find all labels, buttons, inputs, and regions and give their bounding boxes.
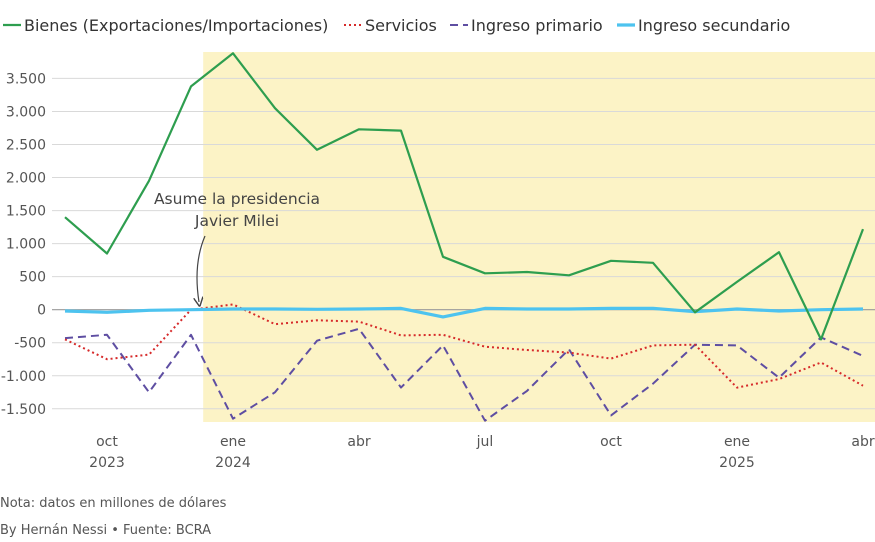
annotation-arrow (197, 235, 206, 302)
y-tick-label: 3.500 (6, 71, 46, 87)
y-tick-label: -1.000 (1, 369, 46, 385)
series-line-bienes (64, 52, 865, 341)
y-tick-label: 2.500 (6, 138, 46, 154)
legend-label: Ingreso secundario (638, 16, 790, 35)
annotation-line: Javier Milei (194, 212, 279, 230)
x-tick-label: jul (476, 434, 494, 450)
legend-label: Bienes (Exportaciones/Importaciones) (24, 16, 328, 35)
y-tick-label: 0 (37, 303, 46, 319)
y-tick-label: 1.000 (6, 237, 46, 253)
milei-annotation: Asume la presidencia Javier Milei (154, 190, 320, 302)
y-axis-ticks: 3.500 3.000 2.500 2.000 1.500 1.000 500 0 -500 -1… (1, 71, 46, 417)
footer-byline: By Hernán Nessi • Fuente: BCRA (0, 523, 212, 538)
series-line-ingreso (64, 327, 864, 422)
y-tick-label: 3.000 (6, 104, 46, 120)
x-tick-year: 2025 (719, 455, 755, 471)
y-tick-label: -1.500 (1, 402, 46, 418)
series-lines (64, 52, 865, 422)
x-tick-label: abr (851, 434, 874, 450)
milei-period-shading (203, 52, 875, 422)
grid-lines (52, 77, 875, 410)
annotation-line: Asume la presidencia (154, 190, 320, 208)
y-tick-label: 500 (19, 270, 46, 286)
y-tick-label: -500 (14, 336, 46, 352)
y-tick-label: 1.500 (6, 204, 46, 220)
x-tick-label: ene (220, 434, 246, 450)
legend-label: Servicios (365, 16, 437, 35)
x-tick-label: abr (347, 434, 370, 450)
footer-note: Nota: datos en millones de dólares (0, 496, 227, 511)
x-tick-label: oct (600, 434, 622, 450)
series-line-ingreso (64, 306, 864, 319)
chart: 3.500 3.000 2.500 2.000 1.500 1.000 500 0 -500 -1… (1, 16, 875, 471)
x-tick-year: 2023 (89, 455, 125, 471)
x-tick-label: oct (96, 434, 118, 450)
series-line-servicios (64, 303, 864, 389)
y-tick-label: 2.000 (6, 171, 46, 187)
legend: Bienes (Exportaciones/Importaciones) Serv… (3, 16, 790, 35)
x-tick-label: ene (724, 434, 750, 450)
x-tick-year: 2024 (215, 455, 251, 471)
x-axis-ticks: oct 2023 ene 2024 abr jul oct ene 2025 abr (89, 434, 875, 471)
legend-label: Ingreso primario (471, 16, 603, 35)
